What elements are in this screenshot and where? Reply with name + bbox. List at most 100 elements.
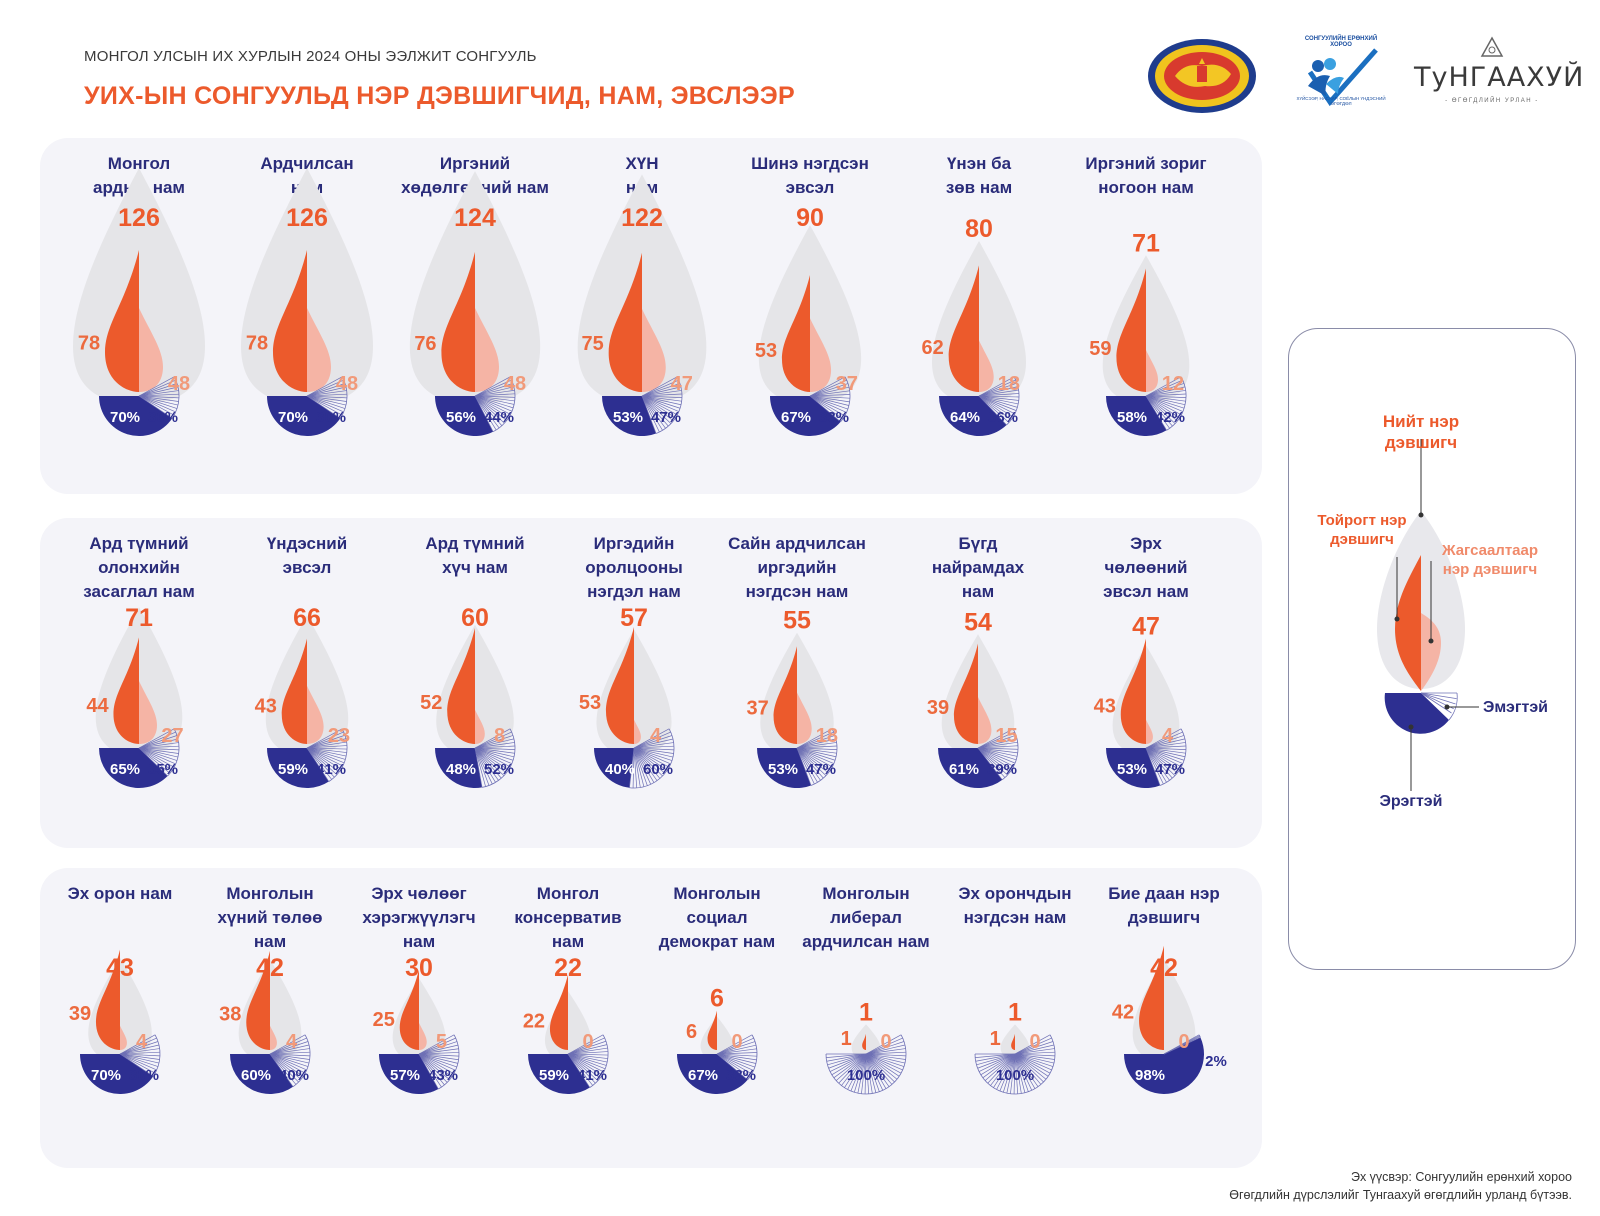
female-ray — [796, 747, 827, 776]
female-ray — [977, 1053, 1016, 1069]
female-ray — [269, 1048, 310, 1055]
constituency-value: 62 — [922, 337, 944, 359]
female-ray — [796, 735, 836, 749]
party-chart: 47 43 4 53% 47% — [1094, 613, 1187, 788]
female-ray — [977, 747, 1018, 754]
female-ray — [1014, 1053, 1052, 1071]
female-ray — [809, 395, 848, 410]
party-chart: 43 39 4 70% 30% — [69, 949, 161, 1094]
female-ray — [418, 1053, 455, 1074]
female-ray — [1014, 1053, 1029, 1092]
list-value: 48 — [336, 373, 358, 395]
female-sector — [119, 1034, 161, 1077]
female-ray — [1014, 1053, 1036, 1089]
female-ray — [865, 1053, 877, 1093]
female-ray — [716, 1053, 755, 1068]
female-ray — [474, 747, 507, 774]
female-ray — [809, 390, 850, 397]
female-ray — [1145, 395, 1186, 398]
female-ray — [633, 747, 666, 774]
female-sector — [138, 728, 180, 777]
female-ray — [1145, 395, 1182, 416]
female-ray — [474, 747, 512, 764]
party-name: Бие даан нэр дэвшигч — [1108, 884, 1220, 927]
party-name: Монголын хүний төлөө нам — [217, 884, 323, 951]
female-ray — [1145, 747, 1180, 771]
female-ray — [306, 390, 347, 397]
constituency-flame — [95, 949, 120, 1050]
female-pct: 44% — [484, 409, 514, 426]
female-ray — [1145, 747, 1183, 764]
female-ray — [418, 1041, 458, 1055]
female-ray — [1010, 1053, 1016, 1094]
female-ray — [306, 747, 347, 757]
female-ray — [1145, 395, 1173, 427]
female-arc — [492, 376, 516, 433]
male-sector — [1106, 396, 1167, 436]
female-ray — [474, 376, 511, 397]
female-ray — [1014, 1053, 1026, 1093]
constituency-flame — [781, 274, 810, 392]
female-ray — [716, 1053, 752, 1075]
female-ray — [716, 1053, 757, 1057]
party-name: Монгол консерватив нам — [514, 884, 622, 951]
female-ray — [418, 1053, 448, 1083]
female-arc — [629, 728, 675, 789]
list-flame — [307, 308, 331, 392]
female-ray — [975, 1053, 1016, 1062]
female-ray — [1145, 395, 1167, 431]
party-card: Үндэсний эвсэл 66 43 23 59% 41% — [222, 518, 392, 848]
female-ray — [306, 386, 347, 397]
female-ray — [474, 747, 509, 771]
female-ray — [641, 395, 682, 398]
female-ray — [306, 395, 343, 416]
female-ray — [138, 728, 175, 749]
list-value: 27 — [161, 725, 183, 747]
party-name: Ард түмний хүч нам — [425, 534, 525, 577]
male-sector — [1124, 1037, 1204, 1094]
female-ray — [567, 1053, 608, 1056]
female-ray — [633, 747, 661, 779]
female-ray — [865, 1053, 870, 1094]
constituency-flame — [281, 638, 307, 744]
female-ray — [1145, 735, 1185, 749]
female-ray — [306, 395, 347, 399]
female-ray — [567, 1044, 607, 1055]
female-ray — [474, 747, 483, 788]
female-ray — [796, 747, 812, 786]
female-ray — [1014, 1053, 1042, 1085]
party-chart: 124 76 48 56% 44% — [409, 171, 541, 436]
female-ray — [1014, 1041, 1054, 1055]
female-ray — [796, 747, 837, 754]
female-ray — [978, 395, 1007, 426]
constituency-flame — [549, 974, 568, 1050]
female-ray — [977, 734, 1017, 749]
female-sector — [796, 728, 838, 786]
legend-constituency-label: Тойрогт нэр дэвшигч — [1317, 512, 1407, 548]
list-value: 0 — [1178, 1031, 1189, 1053]
gec-logo-caption: СОНГУУЛИЙН ЕРӨНХИЙ ХОРОО — [1304, 36, 1378, 48]
female-ray — [978, 393, 1019, 397]
female-pct: 100% — [847, 1067, 885, 1084]
female-ray — [844, 1053, 867, 1088]
female-ray — [977, 745, 1018, 749]
female-ray — [418, 1053, 445, 1086]
female-ray — [1013, 1053, 1016, 1094]
female-ray — [987, 1053, 1016, 1084]
male-pct: 65% — [110, 761, 140, 778]
female-pct: 2% — [1205, 1053, 1227, 1070]
list-flame — [979, 340, 994, 392]
female-ray — [269, 1053, 302, 1080]
female-ray — [138, 747, 176, 765]
female-ray — [269, 1037, 307, 1055]
female-ray — [1145, 386, 1186, 397]
male-sector — [80, 1054, 154, 1094]
female-ray — [138, 395, 173, 419]
female-ray — [474, 395, 515, 398]
female-ray — [138, 747, 179, 751]
female-ray — [1145, 747, 1178, 774]
female-ray — [119, 1044, 160, 1055]
female-pct: 30% — [148, 409, 178, 426]
female-ray — [138, 747, 179, 758]
female-ray — [1145, 390, 1186, 397]
